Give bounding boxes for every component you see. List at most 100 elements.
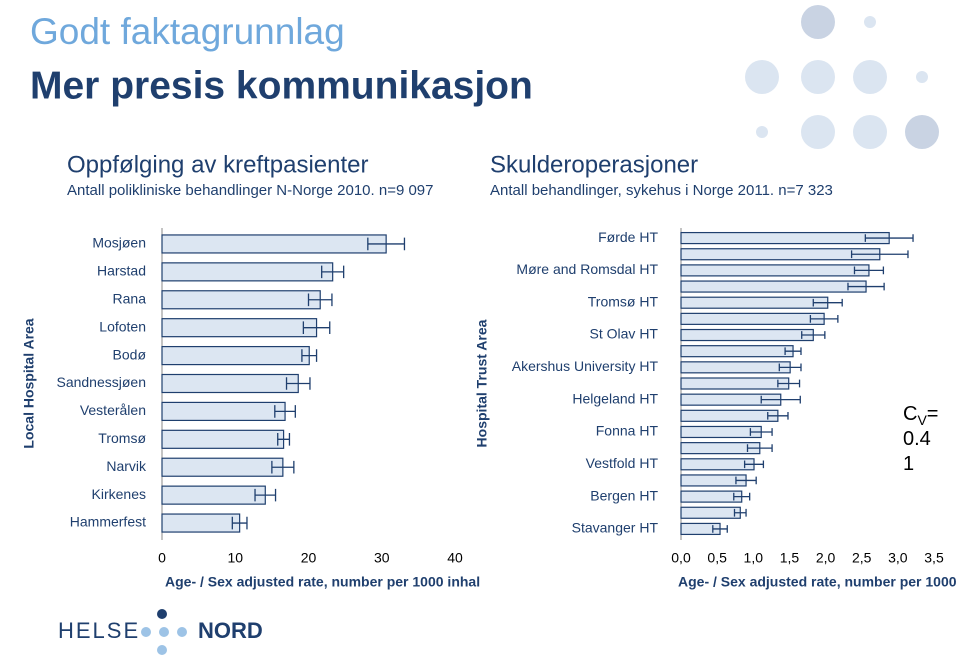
error-bar <box>864 234 914 242</box>
bar <box>680 409 779 422</box>
error-bar <box>812 298 843 307</box>
bar <box>161 401 286 422</box>
bar <box>680 280 867 293</box>
bar <box>161 457 284 477</box>
category-label: Rana <box>113 290 147 306</box>
bar <box>161 318 318 338</box>
x-tick-label: 2,5 <box>852 550 872 566</box>
chart-title: Oppfølging av kreftpasienter <box>67 151 369 178</box>
error-bar <box>749 428 773 436</box>
bar <box>680 296 829 309</box>
error-bar <box>847 282 885 291</box>
bar <box>680 248 881 261</box>
error-bar <box>302 321 331 334</box>
error-bar <box>746 444 773 452</box>
bar <box>680 231 890 245</box>
error-bar <box>760 395 801 404</box>
bar <box>680 328 814 342</box>
error-bar <box>784 347 802 356</box>
error-bar <box>277 433 291 446</box>
bar <box>680 425 762 439</box>
error-bar <box>767 411 789 420</box>
bar <box>680 312 825 325</box>
error-bar <box>367 237 406 251</box>
x-tick-label: 40 <box>447 550 463 566</box>
y-axis-label: Hospital Trust Area <box>474 319 490 447</box>
category-label: Vesterålen <box>80 402 146 418</box>
annotation-subscript: V <box>917 412 927 428</box>
category-label: Sandnessjøen <box>56 374 146 390</box>
error-bar <box>809 315 839 323</box>
x-tick-label: 20 <box>301 550 317 566</box>
error-bar <box>271 460 295 474</box>
logo-right: NORD <box>198 618 263 643</box>
category-label: Bergen HT <box>590 487 658 503</box>
category-label: Lofoten <box>99 318 146 334</box>
slide-subtitle: Mer presis kommunikasjon <box>30 64 533 107</box>
annotation: CV= 0.41 <box>903 402 939 477</box>
x-tick-label: 1,0 <box>744 550 764 566</box>
x-tick-label: 0,0 <box>671 550 691 566</box>
x-tick-label: 3,5 <box>924 550 944 566</box>
error-bar <box>853 266 885 275</box>
bar <box>680 506 741 519</box>
x-tick-label: 0 <box>158 550 166 566</box>
logo-left: HELSE <box>58 618 140 643</box>
x-tick-label: 10 <box>227 550 243 566</box>
category-label: Stavanger HT <box>572 520 659 536</box>
bar <box>161 485 266 505</box>
category-label: St Olav HT <box>590 326 659 342</box>
x-tick-label: 0,5 <box>707 550 727 566</box>
bar <box>680 361 791 374</box>
decoration <box>745 5 939 149</box>
chart-subtitle: Antall behandlinger, sykehus i Norge 201… <box>490 182 833 199</box>
error-bar <box>712 525 728 533</box>
error-bar <box>733 492 751 501</box>
y-axis-label: Local Hospital Area <box>21 318 37 448</box>
category-label: Fonna HT <box>596 423 659 439</box>
error-bar <box>850 250 909 259</box>
bar <box>161 290 321 310</box>
slide-title: Godt faktagrunnlag <box>30 11 345 52</box>
bar <box>161 234 387 254</box>
bar <box>680 345 794 358</box>
x-tick-label: 1,5 <box>780 550 800 566</box>
category-label: Førde HT <box>598 229 658 245</box>
error-bar <box>231 516 248 530</box>
error-bar <box>801 331 826 339</box>
bar <box>161 373 299 394</box>
bar <box>161 262 334 282</box>
error-bar <box>307 293 333 307</box>
category-label: Møre and Romsdal HT <box>516 261 658 277</box>
error-bar <box>321 265 345 279</box>
x-tick-label: 30 <box>374 550 390 566</box>
error-bar <box>778 363 802 372</box>
error-bar <box>743 460 765 469</box>
bar <box>161 513 241 533</box>
bar <box>680 264 870 277</box>
x-tick-label: 3,0 <box>888 550 908 566</box>
category-label: Tromsø HT <box>588 293 659 309</box>
error-bar <box>777 379 801 388</box>
chart-subtitle: Antall polikliniske behandlinger N-Norge… <box>67 182 434 199</box>
annotation-text: = 0.41 <box>903 403 939 475</box>
error-bar <box>254 488 277 502</box>
category-label: Akershus University HT <box>512 358 659 374</box>
x-tick-label: 2,0 <box>816 550 836 566</box>
category-label: Helgeland HT <box>572 390 658 406</box>
category-label: Narvik <box>106 458 147 474</box>
category-label: Kirkenes <box>92 486 146 502</box>
bar <box>680 458 755 471</box>
error-bar <box>285 377 311 390</box>
logo: HELSE NORD <box>58 609 263 655</box>
category-label: Mosjøen <box>92 235 146 251</box>
error-bar <box>733 508 747 517</box>
category-label: Vestfold HT <box>586 455 659 471</box>
error-bar <box>735 476 757 485</box>
category-label: Bodø <box>113 346 147 362</box>
category-label: Hammerfest <box>70 514 146 530</box>
bar <box>161 429 285 449</box>
category-label: Harstad <box>97 263 146 279</box>
